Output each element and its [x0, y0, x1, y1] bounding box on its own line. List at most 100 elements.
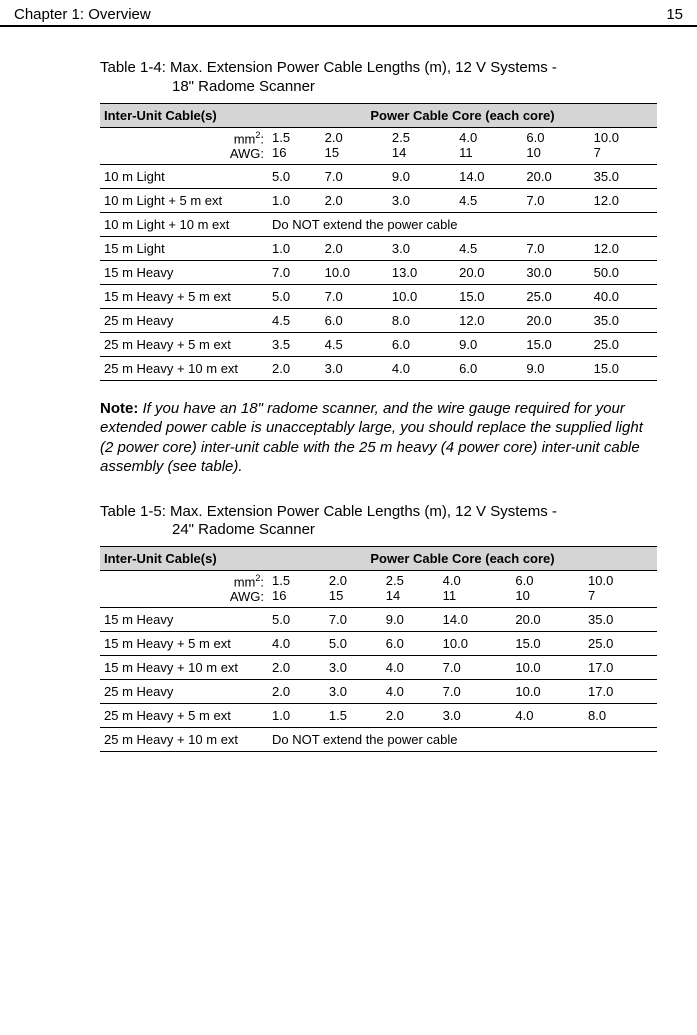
row-value: 3.0 [325, 656, 382, 680]
row-value: 4.0 [388, 356, 455, 380]
table1-unit-col: 2.514 [388, 127, 455, 164]
chapter-title: Chapter 1: Overview [14, 6, 151, 23]
row-value: 3.0 [388, 188, 455, 212]
table-row: 25 m Heavy + 10 m ext2.03.04.06.09.015.0 [100, 356, 657, 380]
row-label: 25 m Heavy [100, 308, 268, 332]
row-value: 40.0 [590, 284, 657, 308]
row-value: 10.0 [321, 260, 388, 284]
table2-unit-col: 6.010 [511, 571, 584, 608]
row-noextend-msg: Do NOT extend the power cable [268, 212, 657, 236]
row-value: 1.0 [268, 188, 321, 212]
row-value: 3.0 [388, 236, 455, 260]
row-label: 25 m Heavy + 10 m ext [100, 728, 268, 752]
row-value: 2.0 [382, 704, 439, 728]
row-label: 25 m Heavy + 5 m ext [100, 704, 268, 728]
row-value: 2.0 [268, 656, 325, 680]
row-value: 1.0 [268, 704, 325, 728]
row-value: 35.0 [590, 308, 657, 332]
row-value: 4.5 [455, 188, 522, 212]
row-value: 50.0 [590, 260, 657, 284]
row-value: 3.0 [439, 704, 512, 728]
table2-units-row: mm2:AWG:1.5162.0152.5144.0116.01010.07 [100, 571, 657, 608]
table1-unit-col: 2.015 [321, 127, 388, 164]
row-value: 2.0 [321, 188, 388, 212]
table1-caption-line2: 18" Radome Scanner [100, 78, 657, 97]
table2-unit-col: 1.516 [268, 571, 325, 608]
row-value: 15.0 [590, 356, 657, 380]
table1: Inter-Unit Cable(s) Power Cable Core (ea… [100, 103, 657, 381]
row-value: 7.0 [439, 656, 512, 680]
row-value: 30.0 [522, 260, 589, 284]
row-value: 5.0 [268, 164, 321, 188]
row-value: 6.0 [382, 632, 439, 656]
table1-caption: Table 1-4: Max. Extension Power Cable Le… [100, 59, 657, 97]
row-value: 25.0 [522, 284, 589, 308]
table-row: 15 m Heavy + 5 m ext5.07.010.015.025.040… [100, 284, 657, 308]
row-value: 7.0 [522, 188, 589, 212]
table2-unit-col: 2.514 [382, 571, 439, 608]
row-value: 3.5 [268, 332, 321, 356]
row-value: 15.0 [522, 332, 589, 356]
table-row: 10 m Light5.07.09.014.020.035.0 [100, 164, 657, 188]
row-value: 4.5 [268, 308, 321, 332]
row-value: 9.0 [388, 164, 455, 188]
row-label: 15 m Heavy + 10 m ext [100, 656, 268, 680]
row-value: 25.0 [590, 332, 657, 356]
table-row: 25 m Heavy + 5 m ext1.01.52.03.04.08.0 [100, 704, 657, 728]
row-value: 14.0 [439, 608, 512, 632]
table1-col-left: Inter-Unit Cable(s) [100, 103, 268, 127]
row-value: 7.0 [321, 164, 388, 188]
row-value: 10.0 [511, 656, 584, 680]
row-value: 7.0 [522, 236, 589, 260]
row-label: 25 m Heavy + 5 m ext [100, 332, 268, 356]
table2-unit-col: 4.011 [439, 571, 512, 608]
table1-col-right: Power Cable Core (each core) [268, 103, 657, 127]
row-value: 20.0 [522, 164, 589, 188]
row-value: 6.0 [388, 332, 455, 356]
table-row: 10 m Light + 5 m ext1.02.03.04.57.012.0 [100, 188, 657, 212]
table-row: 15 m Heavy + 5 m ext4.05.06.010.015.025.… [100, 632, 657, 656]
table-row: 15 m Heavy5.07.09.014.020.035.0 [100, 608, 657, 632]
row-value: 4.0 [382, 656, 439, 680]
row-value: 4.0 [511, 704, 584, 728]
row-value: 5.0 [268, 608, 325, 632]
note: Note: If you have an 18" radome scanner,… [100, 399, 657, 477]
table2-body: 15 m Heavy5.07.09.014.020.035.015 m Heav… [100, 608, 657, 752]
row-value: 25.0 [584, 632, 657, 656]
row-value: 17.0 [584, 680, 657, 704]
row-value: 13.0 [388, 260, 455, 284]
table2-col-left: Inter-Unit Cable(s) [100, 547, 268, 571]
table2-caption-line2: 24" Radome Scanner [100, 521, 657, 540]
table1-unit-col: 4.011 [455, 127, 522, 164]
row-label: 10 m Light + 5 m ext [100, 188, 268, 212]
row-value: 35.0 [584, 608, 657, 632]
row-label: 15 m Heavy + 5 m ext [100, 284, 268, 308]
row-value: 1.0 [268, 236, 321, 260]
row-label: 15 m Heavy [100, 260, 268, 284]
row-value: 7.0 [439, 680, 512, 704]
row-value: 12.0 [590, 188, 657, 212]
row-value: 2.0 [268, 680, 325, 704]
table2-unit-col: 2.015 [325, 571, 382, 608]
table1-unit-col: 1.516 [268, 127, 321, 164]
note-body: If you have an 18" radome scanner, and t… [100, 400, 643, 476]
row-value: 7.0 [321, 284, 388, 308]
row-value: 7.0 [268, 260, 321, 284]
page-header: Chapter 1: Overview 15 [0, 0, 697, 27]
row-value: 20.0 [522, 308, 589, 332]
row-value: 9.0 [522, 356, 589, 380]
table-row: 25 m Heavy + 10 m extDo NOT extend the p… [100, 728, 657, 752]
row-label: 25 m Heavy + 10 m ext [100, 356, 268, 380]
row-label: 25 m Heavy [100, 680, 268, 704]
table1-unit-col: 6.010 [522, 127, 589, 164]
table1-unit-col: 10.07 [590, 127, 657, 164]
row-value: 4.0 [268, 632, 325, 656]
row-value: 10.0 [511, 680, 584, 704]
row-value: 35.0 [590, 164, 657, 188]
row-value: 6.0 [321, 308, 388, 332]
row-value: 10.0 [439, 632, 512, 656]
table1-units-row: mm2:AWG:1.5162.0152.5144.0116.01010.07 [100, 127, 657, 164]
row-value: 8.0 [584, 704, 657, 728]
row-value: 20.0 [455, 260, 522, 284]
row-value: 15.0 [455, 284, 522, 308]
